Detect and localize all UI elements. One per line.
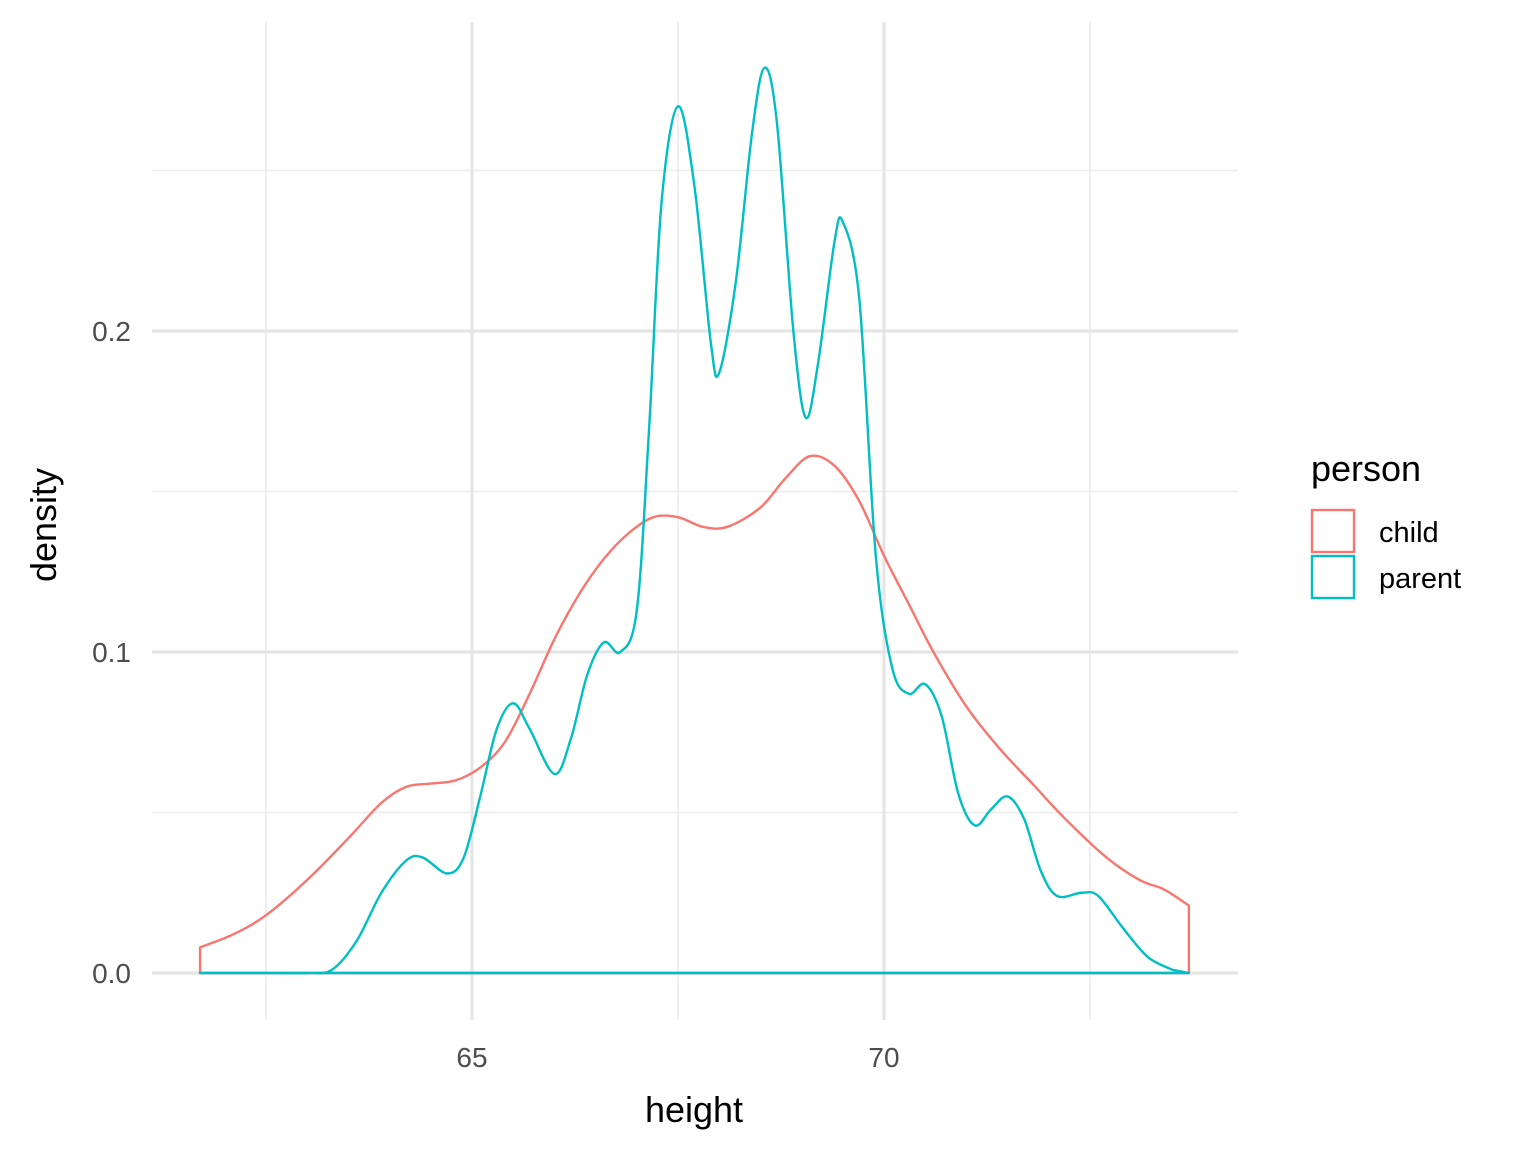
legend-title: person xyxy=(1311,448,1421,489)
legend-label-child: child xyxy=(1379,517,1439,549)
legend-key-child xyxy=(1310,508,1356,554)
y-tick-label: 0.1 xyxy=(92,637,131,668)
legend-key-parent xyxy=(1310,554,1356,600)
y-tick-label: 0.2 xyxy=(92,316,131,347)
series-parent-line xyxy=(198,66,1191,975)
legend-items: child parent xyxy=(1310,508,1461,600)
y-tick-label: 0.0 xyxy=(92,958,131,989)
x-tick-label: 65 xyxy=(456,1042,487,1073)
y-tick-labels: 0.0 0.1 0.2 xyxy=(92,316,131,989)
y-axis-title: density xyxy=(23,468,64,582)
series-child-line xyxy=(198,454,1191,975)
series-layer xyxy=(198,66,1191,975)
major-gridlines xyxy=(152,22,1238,1020)
legend-label-parent: parent xyxy=(1379,563,1461,595)
x-tick-label: 70 xyxy=(868,1042,899,1073)
minor-gridlines xyxy=(152,22,1238,1020)
x-tick-labels: 65 70 xyxy=(456,1042,899,1073)
x-axis-title: height xyxy=(645,1089,743,1130)
legend: person child parent xyxy=(1310,448,1461,600)
